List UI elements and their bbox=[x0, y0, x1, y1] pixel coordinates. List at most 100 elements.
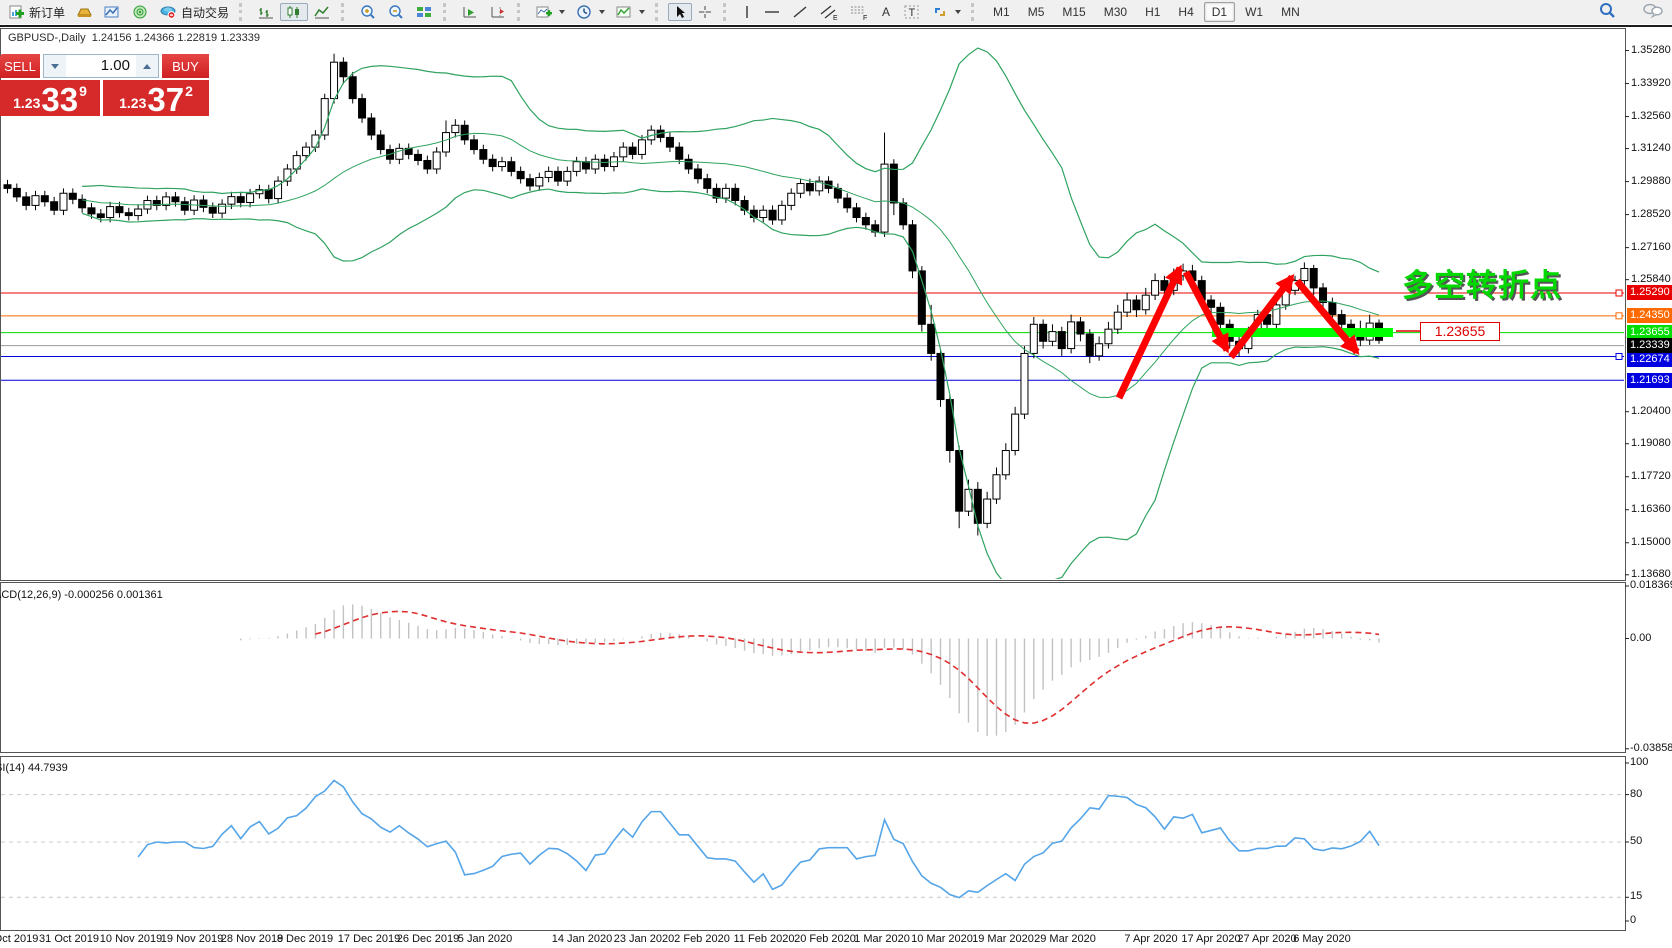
new-order-icon bbox=[8, 4, 25, 20]
turning-point-annotation[interactable]: 多空转折点 bbox=[1402, 268, 1562, 303]
volume-decrease-button[interactable] bbox=[44, 55, 66, 77]
price-axis-label: 1.28520 bbox=[1631, 207, 1671, 220]
bollinger-middle-band[interactable] bbox=[82, 132, 1380, 398]
rsi-axis-label: 0 bbox=[1630, 914, 1637, 926]
gold-bar-icon bbox=[75, 4, 93, 20]
timeframe-button-M1[interactable]: M1 bbox=[993, 5, 1010, 19]
volume-stepper[interactable]: 1.00 bbox=[43, 54, 159, 78]
search-icon[interactable] bbox=[1598, 2, 1616, 22]
date-axis-label: 1 Mar 2020 bbox=[854, 933, 910, 945]
line-handle[interactable] bbox=[1615, 312, 1623, 320]
date-axis-label: 17 Dec 2019 bbox=[337, 933, 401, 945]
date-axis-label: 8 Dec 2019 bbox=[276, 933, 334, 945]
main-panel bbox=[0, 28, 1626, 581]
line-handle[interactable] bbox=[1615, 352, 1623, 360]
indicators-button[interactable] bbox=[530, 3, 570, 21]
channel-tool-button[interactable]: E bbox=[814, 3, 844, 21]
vertical-line-tool-button[interactable] bbox=[736, 3, 758, 21]
price-flag-1.24350: 1.24350 bbox=[1627, 308, 1672, 323]
templates-button[interactable] bbox=[610, 3, 650, 21]
buy-price[interactable]: 1.23 37 2 bbox=[103, 80, 209, 116]
buy-price-prefix: 1.23 bbox=[119, 95, 147, 111]
sell-price[interactable]: 1.23 33 9 bbox=[0, 80, 100, 116]
line-chart-icon bbox=[313, 4, 331, 20]
trend-arrow[interactable] bbox=[1182, 270, 1231, 354]
text-tool-button[interactable]: A bbox=[874, 3, 898, 21]
trend-arrow[interactable] bbox=[1115, 264, 1184, 400]
horizontal-line-tool-button[interactable] bbox=[758, 3, 786, 21]
macd-axis-label: 0.018369 bbox=[1630, 579, 1672, 591]
timeframe-toolbar: M1 M5 M15 M30 H1 H4 D1 W1 MN bbox=[981, 0, 1312, 24]
profile-button[interactable] bbox=[98, 3, 126, 21]
zoom-out-button[interactable] bbox=[382, 3, 410, 21]
date-axis-label: 27 Apr 2020 bbox=[1237, 933, 1297, 945]
date-axis-label: 10 Mar 2020 bbox=[911, 933, 973, 945]
buy-button[interactable]: BUY bbox=[162, 54, 209, 78]
rsi-indicator-label: SI(14) 44.7939 bbox=[0, 762, 68, 774]
price-flag-1.23655: 1.23655 bbox=[1627, 325, 1672, 340]
trendline-tool-button[interactable] bbox=[786, 3, 814, 21]
new-order-button[interactable]: 新订单 bbox=[3, 3, 70, 21]
chat-icon[interactable] bbox=[1642, 2, 1664, 22]
timeframe-button-D1[interactable]: D1 bbox=[1203, 2, 1236, 22]
trend-arrows[interactable] bbox=[1115, 264, 1360, 400]
date-axis-label: 19 Nov 2019 bbox=[160, 933, 224, 945]
auto-scroll-button[interactable] bbox=[456, 3, 484, 21]
zone-price-label[interactable]: 1.23655 bbox=[1420, 322, 1500, 341]
timeframe-button-M5[interactable]: M5 bbox=[1027, 5, 1045, 19]
toolbar-separator bbox=[239, 3, 247, 21]
tile-windows-button[interactable] bbox=[410, 3, 438, 21]
chart-shift-button[interactable] bbox=[484, 3, 512, 21]
signal-icon bbox=[131, 4, 149, 20]
buy-price-sup: 2 bbox=[185, 83, 193, 99]
support-zone-bar[interactable] bbox=[1212, 328, 1393, 337]
rsi-axis-label: 80 bbox=[1630, 787, 1643, 800]
date-axis-label: 11 Feb 2020 bbox=[733, 933, 795, 945]
price-axis-label: 1.25840 bbox=[1631, 272, 1671, 285]
fibonacci-tool-button[interactable]: F bbox=[844, 3, 874, 21]
macd-axis-label: 0.00 bbox=[1630, 631, 1652, 644]
date-axis-label: Oct 2019 bbox=[0, 933, 39, 945]
window-separator bbox=[0, 25, 1672, 27]
ohlc-values: 1.24156 1.24366 1.22819 1.23339 bbox=[91, 32, 260, 44]
volume-value[interactable]: 1.00 bbox=[100, 57, 130, 74]
trend-arrow[interactable] bbox=[1228, 273, 1295, 360]
symbol-period-label: GBPUSD-,Daily bbox=[8, 32, 86, 44]
rsi-axis-label: 100 bbox=[1630, 756, 1649, 768]
macd-signal-line[interactable] bbox=[315, 610, 1380, 724]
horizontal-line-icon bbox=[763, 4, 781, 20]
timeframe-button-M15[interactable]: M15 bbox=[1062, 5, 1086, 19]
cursor-tool-button[interactable] bbox=[668, 3, 693, 21]
crosshair-tool-button[interactable] bbox=[692, 3, 718, 21]
timeframe-button-W1[interactable]: W1 bbox=[1245, 5, 1264, 19]
cursor-icon bbox=[673, 4, 687, 20]
rsi-line[interactable] bbox=[137, 779, 1380, 899]
bollinger-upper-band[interactable] bbox=[82, 47, 1380, 273]
trend-arrow[interactable] bbox=[1294, 278, 1360, 355]
dropdown-arrow-icon bbox=[559, 10, 566, 14]
market-watch-button[interactable] bbox=[70, 3, 98, 21]
timeframe-button-MN[interactable]: MN bbox=[1281, 5, 1300, 19]
periods-button[interactable] bbox=[570, 3, 610, 21]
line-chart-button[interactable] bbox=[308, 3, 336, 21]
timeframe-button-H1[interactable]: H1 bbox=[1145, 5, 1161, 19]
toolbar-separator bbox=[971, 3, 979, 21]
timeframe-button-M30[interactable]: M30 bbox=[1103, 5, 1128, 19]
signal-button[interactable] bbox=[126, 3, 154, 21]
line-handle[interactable] bbox=[1615, 289, 1623, 297]
candlestick-series bbox=[3, 53, 1384, 536]
price-axis-label: 1.16360 bbox=[1631, 502, 1671, 515]
chart-symbol-header: GBPUSD-,Daily 1.24156 1.24366 1.22819 1.… bbox=[8, 32, 260, 44]
chart-shift-icon bbox=[489, 4, 507, 20]
shapes-tool-button[interactable] bbox=[926, 3, 966, 21]
timeframe-button-H4[interactable]: H4 bbox=[1178, 5, 1194, 19]
bar-chart-button[interactable] bbox=[252, 3, 280, 21]
zoom-in-button[interactable] bbox=[354, 3, 382, 21]
candlestick-chart-button[interactable] bbox=[280, 3, 309, 21]
label-tool-button[interactable]: T bbox=[898, 3, 926, 21]
autotrade-button[interactable]: 自动交易 bbox=[154, 3, 234, 21]
sell-button[interactable]: SELL bbox=[0, 54, 40, 78]
volume-increase-button[interactable] bbox=[136, 55, 158, 77]
bollinger-lower-band[interactable] bbox=[81, 188, 1380, 590]
